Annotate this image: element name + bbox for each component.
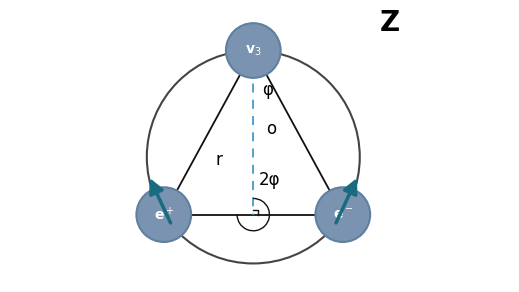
Text: 2φ: 2φ: [258, 171, 280, 189]
Text: v$_3$: v$_3$: [245, 43, 262, 58]
Text: o: o: [266, 120, 276, 138]
Circle shape: [226, 23, 281, 78]
Text: e$^+$: e$^+$: [154, 206, 174, 223]
Text: φ: φ: [262, 81, 273, 99]
Text: e$^-$: e$^-$: [333, 208, 353, 222]
Text: r: r: [216, 151, 223, 169]
Text: Z: Z: [380, 9, 400, 36]
Circle shape: [316, 187, 370, 242]
Circle shape: [136, 187, 191, 242]
